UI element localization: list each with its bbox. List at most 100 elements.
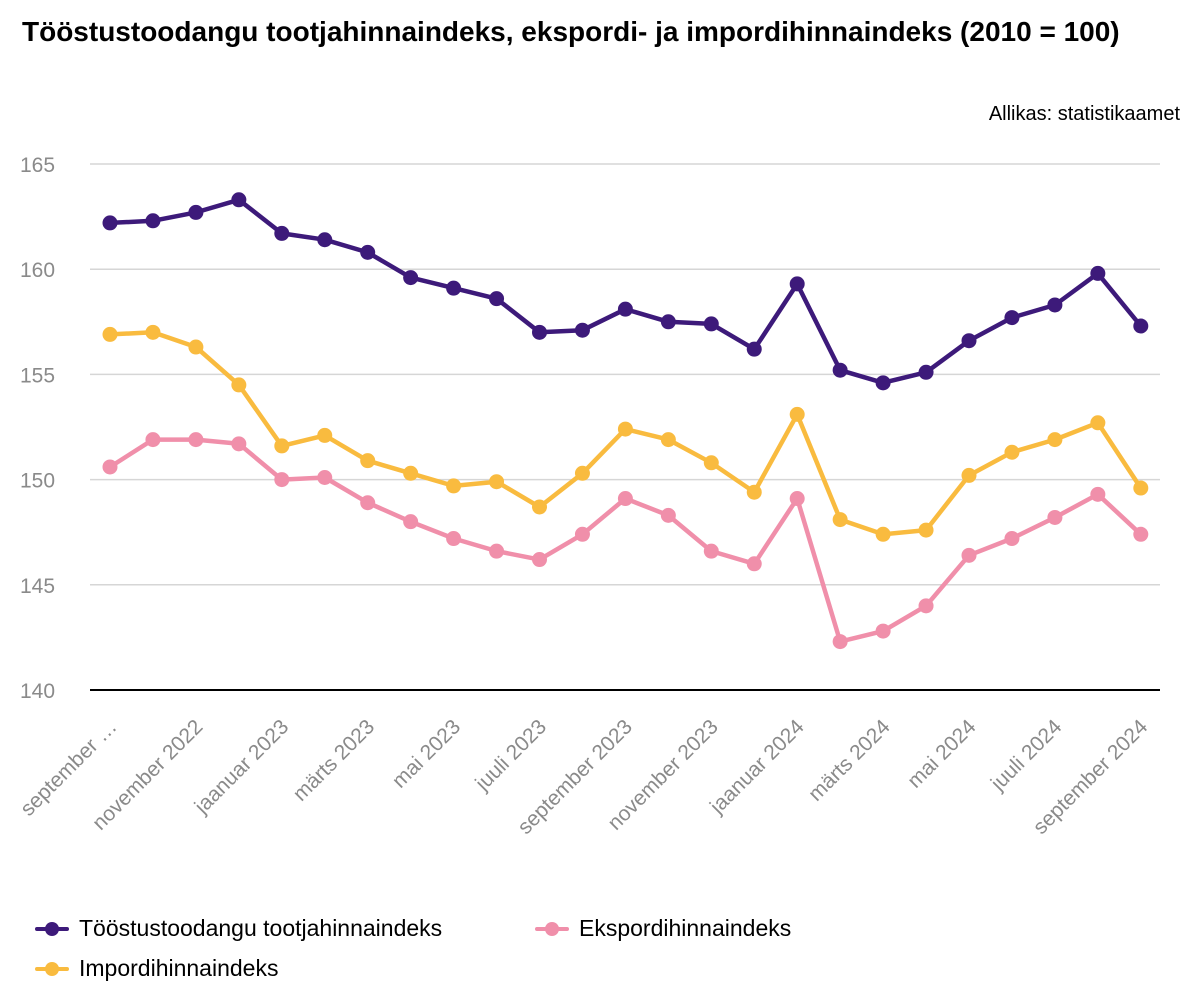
data-point <box>274 225 290 241</box>
y-tick-label: 165 <box>20 154 55 177</box>
series-line <box>107 197 1144 386</box>
data-point <box>875 526 891 542</box>
data-point <box>1090 415 1106 431</box>
x-tick-label: mai 2024 <box>903 715 981 793</box>
chart-title: Tööstustoodangu tootjahinnaindeks, ekspo… <box>22 16 1120 47</box>
data-point <box>703 316 719 332</box>
data-point <box>188 432 204 448</box>
x-tick-label: juuli 2023 <box>470 715 551 796</box>
data-point <box>660 507 676 523</box>
data-point <box>317 427 333 443</box>
y-tick-label: 155 <box>20 364 55 387</box>
data-point <box>789 406 805 422</box>
data-point <box>875 375 891 391</box>
data-point <box>360 244 376 260</box>
data-point <box>145 324 161 340</box>
data-point <box>360 453 376 469</box>
data-point <box>1004 444 1020 460</box>
legend-label: Ekspordihinnaindeks <box>579 915 792 941</box>
data-point <box>789 491 805 507</box>
y-axis-ticks: 140 145 150 155 160 165 <box>20 154 55 703</box>
x-tick-label: mai 2023 <box>388 715 465 792</box>
data-point <box>231 377 247 393</box>
data-point <box>574 526 590 542</box>
x-tick-label: märts 2024 <box>804 715 895 806</box>
data-point <box>403 514 419 530</box>
legend-item: Tööstustoodangu tootjahinnaindeks <box>35 915 442 942</box>
data-point <box>145 432 161 448</box>
data-point <box>1004 531 1020 547</box>
x-tick-label: märts 2023 <box>289 715 380 806</box>
data-point <box>875 623 891 639</box>
data-point <box>617 301 633 317</box>
data-point <box>660 314 676 330</box>
data-point <box>961 333 977 349</box>
data-point <box>574 465 590 481</box>
data-point <box>446 531 462 547</box>
data-point <box>1047 509 1063 525</box>
series-group <box>102 432 1149 650</box>
data-point <box>231 436 247 452</box>
data-point <box>1133 318 1149 334</box>
data-point <box>703 455 719 471</box>
data-point <box>918 522 934 538</box>
data-point <box>489 474 505 490</box>
data-point <box>446 280 462 296</box>
data-point <box>832 634 848 650</box>
data-point <box>617 421 633 437</box>
data-point <box>145 213 161 229</box>
data-point <box>360 495 376 511</box>
data-point <box>961 467 977 483</box>
data-point <box>1004 310 1020 326</box>
data-point <box>317 469 333 485</box>
data-point <box>789 276 805 292</box>
data-point <box>532 324 547 340</box>
data-point <box>1133 480 1149 496</box>
data-point <box>403 270 419 286</box>
legend-item: Impordihinnaindeks <box>35 955 278 982</box>
data-point <box>832 362 848 378</box>
data-point <box>574 322 590 338</box>
data-point <box>446 478 462 494</box>
data-point <box>102 215 118 231</box>
data-point <box>532 552 547 568</box>
data-point <box>1047 297 1063 313</box>
data-point <box>961 547 977 563</box>
data-point <box>403 465 419 481</box>
legend-label: Impordihinnaindeks <box>79 955 279 981</box>
data-point <box>188 339 204 355</box>
x-tick-label: juuli 2024 <box>986 715 1067 796</box>
data-point <box>1090 265 1106 281</box>
data-point <box>832 512 848 528</box>
data-point <box>274 438 290 454</box>
data-point <box>617 491 633 507</box>
series-group <box>102 192 1149 391</box>
data-point <box>660 432 676 448</box>
data-point <box>102 326 118 342</box>
legend-label: Tööstustoodangu tootjahinnaindeks <box>79 915 443 941</box>
source-note: Allikas: statistikaamet <box>988 103 1180 125</box>
series-group <box>102 324 1149 542</box>
series-lines <box>102 192 1149 650</box>
data-point <box>102 459 118 475</box>
data-point <box>746 341 762 357</box>
legend-swatch <box>535 921 569 936</box>
series-line <box>107 437 1144 644</box>
data-point <box>703 543 719 559</box>
data-point <box>1133 526 1149 542</box>
data-point <box>317 232 333 248</box>
data-point <box>1047 432 1063 448</box>
data-point <box>918 364 934 380</box>
data-point <box>746 556 762 572</box>
legend-swatch <box>35 921 69 936</box>
y-tick-label: 140 <box>20 680 55 703</box>
y-tick-label: 145 <box>20 575 55 598</box>
grid-lines <box>90 163 1160 691</box>
data-point <box>489 291 505 307</box>
data-point <box>918 598 934 614</box>
data-point <box>746 484 762 500</box>
y-tick-label: 160 <box>20 259 55 282</box>
data-point <box>532 499 547 515</box>
